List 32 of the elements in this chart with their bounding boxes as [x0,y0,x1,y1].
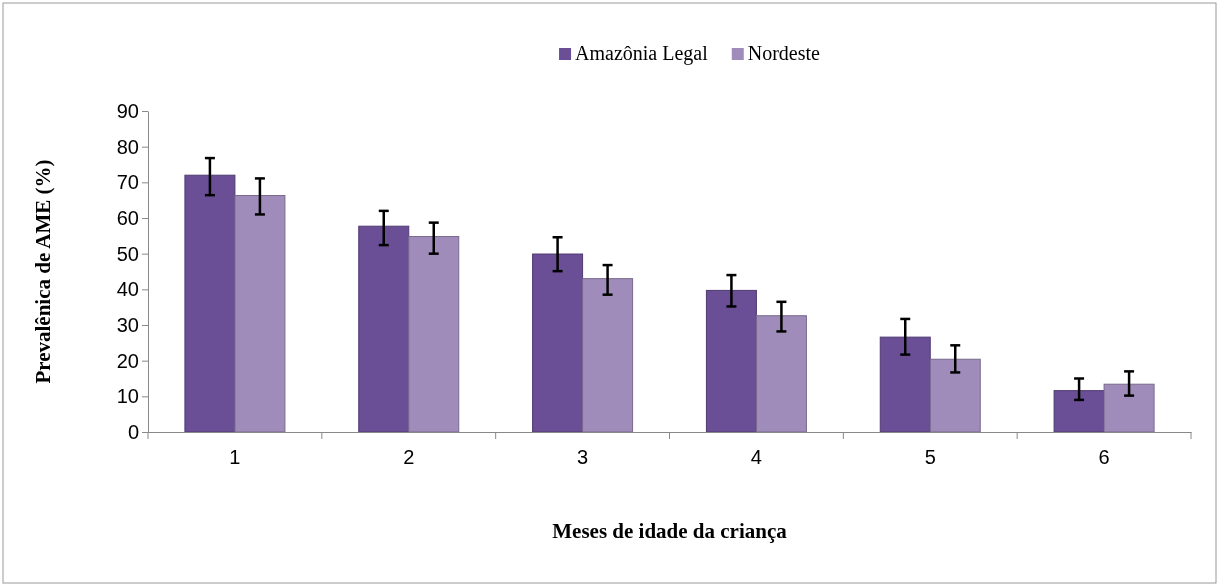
y-tick-label: 90 [116,99,139,122]
bar [1103,383,1155,433]
y-tick-label: 50 [116,242,139,265]
y-tick-label: 10 [116,385,139,408]
x-tick-label: 2 [403,446,415,469]
x-tick-label: 3 [577,446,589,469]
x-tick-label: 6 [1098,446,1110,469]
x-axis-title: Meses de idade da criança [552,519,788,543]
y-tick-label: 80 [116,135,139,158]
y-tick-label: 40 [116,278,139,301]
legend-label: Amazônia Legal [575,42,709,65]
y-tick-label: 0 [127,420,139,443]
bar [582,278,634,433]
bar [358,225,410,433]
bar [929,358,981,433]
bar [184,174,236,433]
y-tick-label: 30 [116,313,139,336]
y-tick-label: 70 [116,171,139,194]
y-tick-label: 60 [116,206,139,229]
bar [532,253,584,433]
bar [705,289,757,433]
y-axis-title: Prevalênica de AME (%) [31,159,55,384]
legend-label: Nordeste [747,42,821,64]
bar [1053,390,1105,433]
bar [755,315,807,433]
y-tick-label: 20 [116,349,139,372]
x-tick-label: 1 [229,446,241,469]
x-tick-label: 4 [750,446,762,469]
bar [408,236,460,433]
x-tick-label: 5 [924,446,936,469]
bar [879,336,931,433]
bar [234,195,286,433]
